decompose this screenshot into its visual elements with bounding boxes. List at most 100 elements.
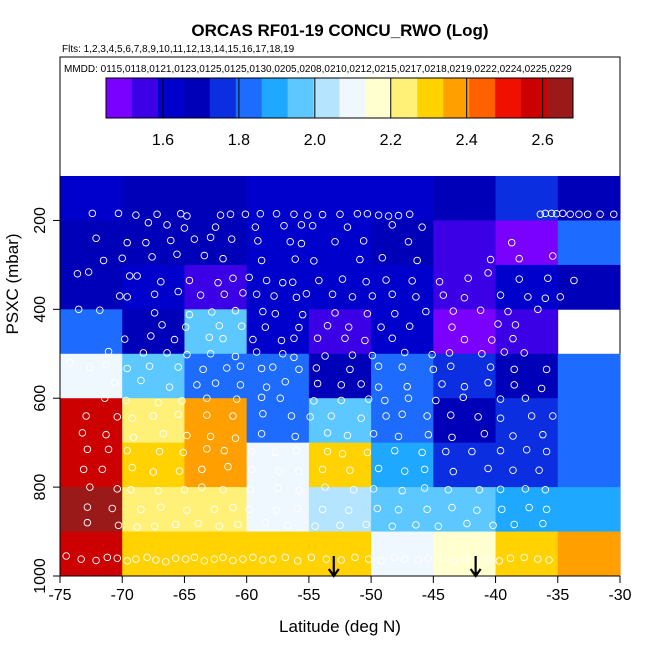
sample-point [82,412,90,420]
sample-point [211,379,220,387]
sample-point [77,555,85,563]
sample-point [413,256,421,265]
sample-point [363,210,372,218]
sample-point [315,276,323,285]
sample-point [279,350,287,358]
sample-point [496,291,505,299]
sample-point [549,252,557,260]
sample-point [447,411,455,419]
sample-point [356,255,364,264]
heatmap-cell [184,264,248,310]
colorbar-segment [261,78,289,118]
heatmap-cell [433,531,496,577]
sample-point [424,430,433,439]
sample-point [498,505,506,514]
sample-point [185,276,194,285]
sample-point [174,410,182,418]
sample-point [368,292,377,300]
sample-point [241,210,250,218]
sample-point [62,552,70,560]
y-axis-label: PSXC (mbar) [3,233,22,334]
heatmap-cell [184,176,248,221]
sample-point [364,395,373,403]
sample-point [596,210,604,218]
heatmap-cell [122,442,185,488]
sample-point [545,556,553,564]
sample-point [120,335,129,343]
heatmap-cell [246,487,310,532]
heatmap-cell [184,353,248,399]
sample-point [283,521,292,530]
heatmap-cell [184,220,248,266]
sample-point [262,383,271,391]
sample-point [374,362,383,370]
sample-point [527,412,536,420]
sample-point [307,553,316,562]
sample-point [193,381,201,389]
x-tick-label: -60 [235,587,258,604]
sample-point [412,293,420,301]
sample-point [459,393,467,402]
sample-point [346,365,354,374]
sample-point [200,557,209,565]
sample-point [149,468,158,476]
sample-point [165,383,174,391]
sample-point [312,364,321,372]
sample-point [398,486,406,495]
sample-point [388,221,397,229]
y-tick-label: 200 [32,207,49,234]
heatmap-cell [433,176,496,221]
sample-point [445,349,454,357]
sample-point [432,396,440,405]
sample-point [239,289,247,297]
sample-point [147,332,155,340]
sample-point [322,555,331,563]
sample-point [158,321,166,329]
heatmap-cell [495,531,559,577]
sample-point [142,238,150,247]
sample-point [245,505,253,514]
colorbar-segment [495,78,522,118]
heatmap-cell [371,220,434,266]
colorbar-tick-label: 2.0 [304,132,326,149]
sample-point [510,365,518,374]
sample-point [391,446,399,455]
sample-point [271,310,280,318]
sample-point [215,522,224,530]
heatmap-cell [495,398,559,444]
sample-point [331,309,339,317]
heatmap-cell [122,487,185,532]
sample-point [509,432,517,440]
heatmap-cell [433,220,496,266]
sample-point [509,334,517,343]
sample-point [337,396,345,405]
colorbar-segment [443,78,470,118]
sample-point [150,309,159,317]
sample-point [496,485,505,494]
sample-point [424,554,433,562]
sample-point [98,465,107,474]
sample-point [331,238,339,246]
sample-point [373,504,382,513]
heatmap-cell [308,353,372,399]
sample-point [570,276,578,285]
sample-point [363,448,372,457]
sample-point [418,223,426,231]
heatmap-cell [557,220,621,266]
sample-point [504,307,512,316]
sample-point [544,274,552,282]
sample-point [254,237,262,245]
sample-point [318,210,327,219]
sample-point [269,555,277,563]
sample-point [127,486,135,494]
sample-point [337,381,345,389]
sample-point [403,382,411,391]
colorbar-frame [105,77,574,119]
sample-point [303,211,312,219]
sample-point [515,254,523,263]
sample-point [542,505,551,514]
sample-point [374,211,383,219]
sample-point [534,555,542,563]
sample-point [190,235,199,243]
sample-point [337,556,345,564]
